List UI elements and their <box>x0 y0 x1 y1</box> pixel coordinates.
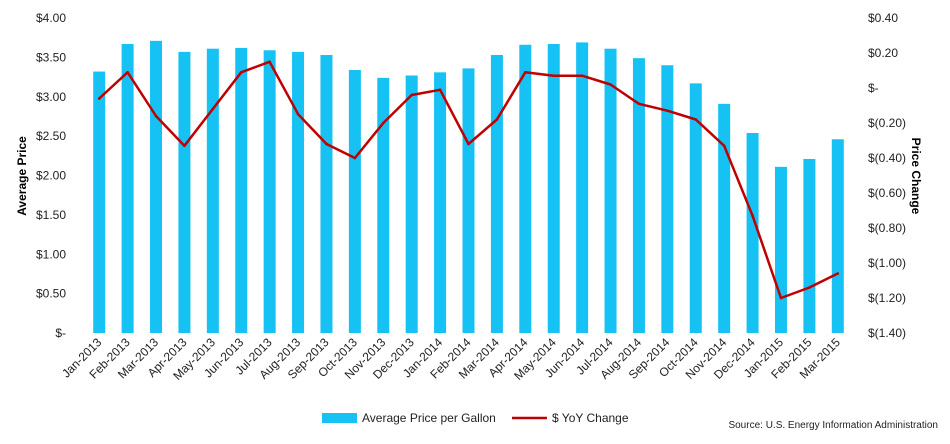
line-point <box>239 70 243 74</box>
bar <box>121 43 134 334</box>
left-tick-label: $4.00 <box>36 11 66 25</box>
bar <box>547 43 560 334</box>
line-point <box>268 60 271 64</box>
line-point <box>410 93 413 97</box>
right-tick-label: $(0.40) <box>868 151 906 165</box>
bar <box>831 139 844 333</box>
line-point <box>694 118 698 121</box>
bar <box>405 75 418 334</box>
legend-swatch-price <box>322 413 357 423</box>
left-tick-label: $0.50 <box>36 287 66 301</box>
bar <box>377 77 390 333</box>
right-tick-label: $(0.20) <box>868 116 906 130</box>
bar <box>292 51 305 334</box>
right-axis-title: Price Change <box>909 138 923 215</box>
line-point <box>353 156 357 160</box>
left-axis-ticks: $- $0.50 $1.00 $1.50 $2.00 $2.50 $3.00 $3.50 $4.… <box>36 11 66 340</box>
bar <box>348 69 361 333</box>
right-tick-label: $(0.80) <box>868 221 906 235</box>
bar <box>803 158 816 333</box>
right-tick-label: $(1.00) <box>868 256 906 270</box>
right-tick-label: $(0.60) <box>868 186 906 200</box>
left-tick-label: $- <box>55 326 66 340</box>
left-tick-label: $3.50 <box>36 50 66 64</box>
bar <box>746 132 759 333</box>
right-tick-label: $- <box>868 81 879 95</box>
line-point <box>808 286 811 289</box>
line-point <box>552 74 556 78</box>
line-point <box>637 102 641 106</box>
right-tick-label: $(1.40) <box>868 326 906 340</box>
right-axis-ticks: $0.40 $0.20 $- $(0.20) $(0.40) $(0.60) $(0.80)… <box>868 11 906 340</box>
line-point <box>666 109 669 113</box>
legend: Average Price per Gallon $ YoY Change <box>322 411 629 425</box>
line-point <box>183 144 186 148</box>
bar <box>93 71 106 334</box>
left-tick-label: $2.00 <box>36 169 66 183</box>
left-tick-label: $3.00 <box>36 90 66 104</box>
line-point <box>524 70 527 74</box>
left-tick-label: $1.00 <box>36 247 66 261</box>
x-axis-ticks: Jan-2013Feb-2013Mar-2013Apr-2013May-2013… <box>59 335 843 383</box>
line-point <box>467 142 470 146</box>
line-point <box>438 88 442 92</box>
right-tick-label: $(1.20) <box>868 291 906 305</box>
bar <box>661 65 674 333</box>
right-tick-label: $0.40 <box>868 11 898 25</box>
bar <box>434 72 447 334</box>
line-point <box>126 70 129 74</box>
bar <box>490 55 503 333</box>
bar-series <box>93 40 844 334</box>
left-axis-title: Average Price <box>15 136 29 216</box>
bar <box>689 83 702 333</box>
line-point <box>495 118 499 121</box>
bar <box>604 48 617 334</box>
bar <box>178 51 191 334</box>
legend-label-yoy: $ YoY Change <box>552 411 629 425</box>
bar <box>235 47 248 334</box>
line-point <box>751 214 754 218</box>
line-point <box>97 97 101 100</box>
left-tick-label: $2.50 <box>36 129 66 143</box>
line-point <box>296 112 300 116</box>
line-point <box>580 74 584 78</box>
line-series <box>97 60 840 300</box>
bar <box>519 44 532 334</box>
legend-label-price: Average Price per Gallon <box>362 411 496 425</box>
line-point <box>609 83 612 86</box>
bar <box>718 103 731 334</box>
bar <box>576 42 589 333</box>
line-point <box>836 272 840 275</box>
source-note: Source: U.S. Energy Information Administ… <box>728 420 938 431</box>
bar <box>462 68 475 334</box>
line-point <box>722 144 726 148</box>
bar <box>263 50 276 333</box>
bar <box>150 40 163 334</box>
left-tick-label: $1.50 <box>36 208 66 222</box>
bar <box>320 55 333 333</box>
line-point <box>325 142 328 146</box>
bar <box>206 48 219 334</box>
bar <box>632 58 645 333</box>
right-tick-label: $0.20 <box>868 46 898 60</box>
bar <box>774 166 787 333</box>
line-point <box>779 296 783 300</box>
line-point <box>211 107 215 111</box>
line-point <box>381 121 385 125</box>
line-point <box>154 114 158 118</box>
